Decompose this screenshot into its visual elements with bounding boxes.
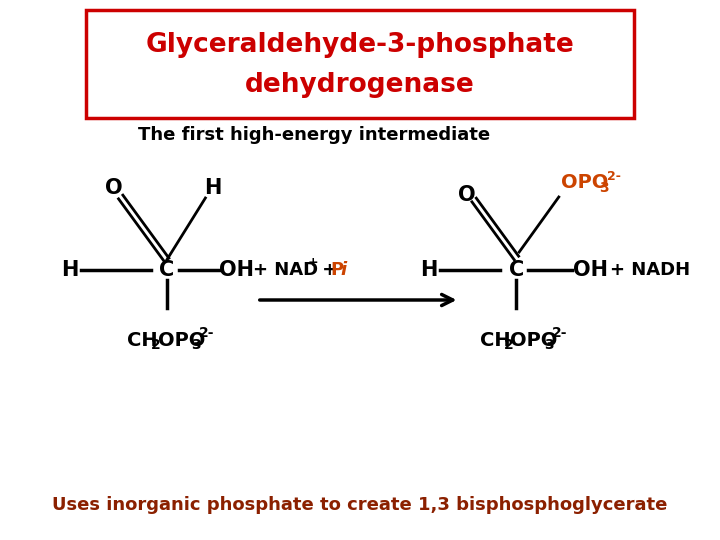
Text: O: O xyxy=(458,185,476,205)
Text: + NADH: + NADH xyxy=(611,261,690,279)
Text: i: i xyxy=(341,261,347,279)
Text: C: C xyxy=(159,260,174,280)
Text: 2: 2 xyxy=(151,338,161,352)
Text: 3: 3 xyxy=(599,181,609,195)
Text: H: H xyxy=(204,178,222,198)
Text: dehydrogenase: dehydrogenase xyxy=(245,72,475,98)
Text: H: H xyxy=(61,260,78,280)
Text: Uses inorganic phosphate to create 1,3 bisphosphoglycerate: Uses inorganic phosphate to create 1,3 b… xyxy=(53,496,667,514)
FancyBboxPatch shape xyxy=(86,10,634,118)
Text: OH: OH xyxy=(572,260,608,280)
Text: 2-: 2- xyxy=(607,170,621,183)
Text: H: H xyxy=(420,260,438,280)
Text: +: + xyxy=(316,261,343,279)
Text: CH: CH xyxy=(480,330,510,349)
Text: OPO: OPO xyxy=(510,330,557,349)
Text: P: P xyxy=(330,261,343,279)
Text: 2: 2 xyxy=(503,338,513,352)
Text: Glyceraldehyde-3-phosphate: Glyceraldehyde-3-phosphate xyxy=(145,32,575,58)
Text: OPO: OPO xyxy=(561,173,608,192)
Text: O: O xyxy=(104,178,122,198)
Text: 3: 3 xyxy=(544,338,554,352)
Text: + NAD: + NAD xyxy=(253,261,318,279)
Text: The first high-energy intermediate: The first high-energy intermediate xyxy=(138,126,490,144)
Text: OPO: OPO xyxy=(158,330,205,349)
Text: 3: 3 xyxy=(192,338,201,352)
Text: OH: OH xyxy=(219,260,254,280)
Text: C: C xyxy=(509,260,524,280)
Text: 2-: 2- xyxy=(199,326,215,340)
Text: CH: CH xyxy=(127,330,158,349)
Text: +: + xyxy=(307,256,318,269)
Text: 2-: 2- xyxy=(552,326,567,340)
